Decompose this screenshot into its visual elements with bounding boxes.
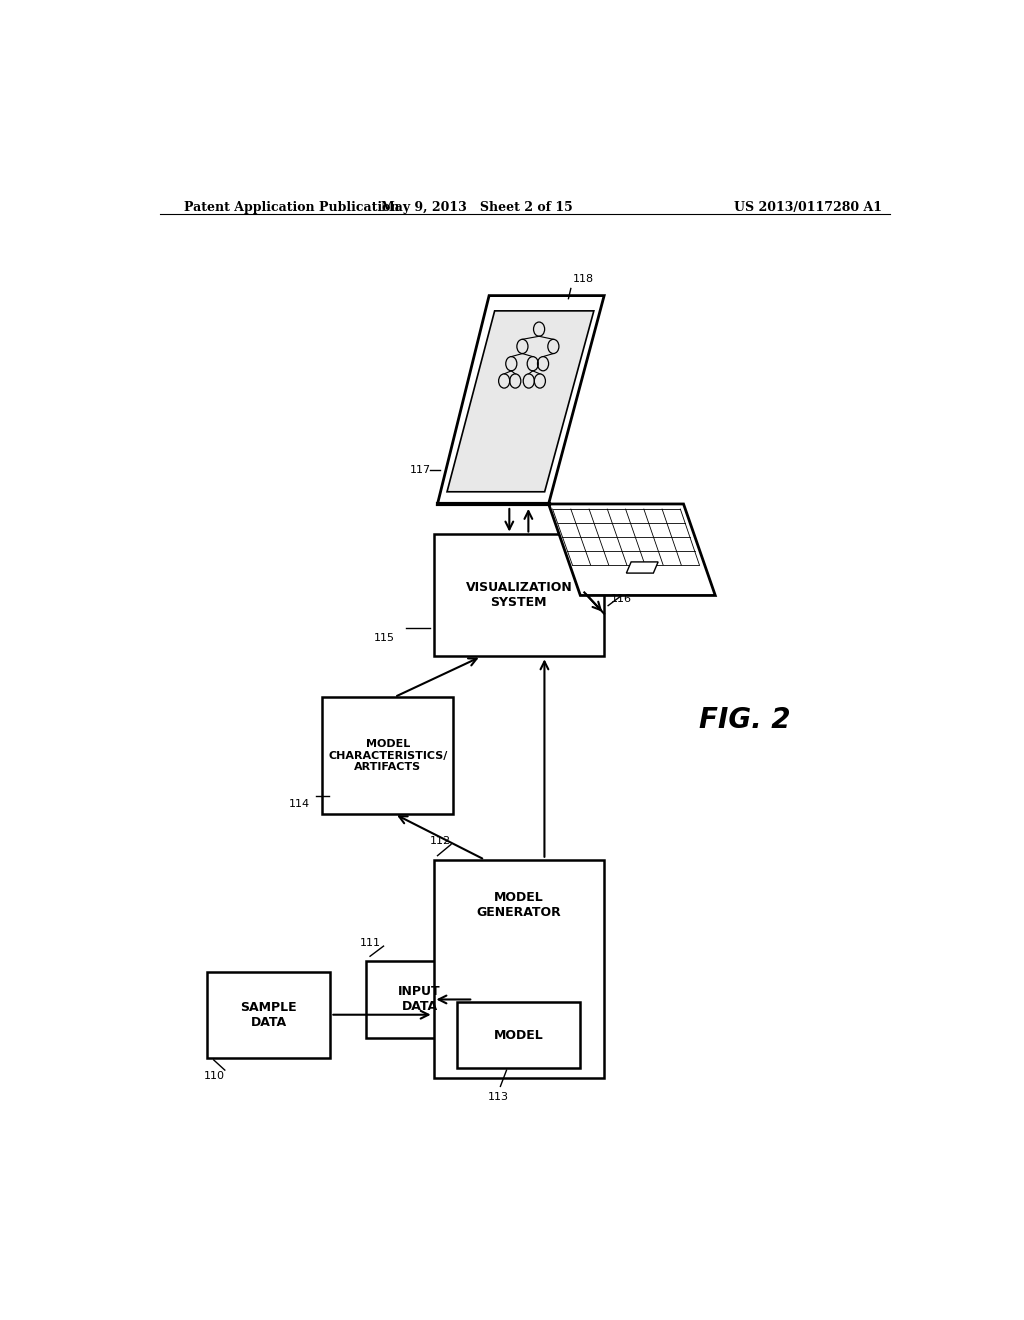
Bar: [367, 961, 473, 1038]
Text: 113: 113: [488, 1092, 509, 1101]
Text: 112: 112: [430, 837, 451, 846]
Text: VISUALIZATION
SYSTEM: VISUALIZATION SYSTEM: [466, 581, 572, 610]
Polygon shape: [437, 296, 604, 504]
Text: FIG. 2: FIG. 2: [699, 706, 791, 734]
Polygon shape: [447, 312, 594, 492]
Text: US 2013/0117280 A1: US 2013/0117280 A1: [734, 201, 882, 214]
Text: Patent Application Publication: Patent Application Publication: [183, 201, 399, 214]
Polygon shape: [549, 504, 715, 595]
Text: 111: 111: [359, 939, 381, 948]
Bar: [323, 697, 454, 814]
Text: MODEL
CHARACTERISTICS/
ARTIFACTS: MODEL CHARACTERISTICS/ ARTIFACTS: [329, 739, 447, 772]
Bar: [458, 1002, 581, 1068]
Bar: [207, 972, 331, 1057]
Text: 118: 118: [572, 275, 594, 284]
Text: 115: 115: [374, 634, 395, 643]
Polygon shape: [627, 562, 658, 573]
Text: INPUT
DATA: INPUT DATA: [398, 986, 441, 1014]
Text: MODEL
GENERATOR: MODEL GENERATOR: [476, 891, 561, 920]
Text: 116: 116: [610, 594, 632, 603]
Text: SAMPLE
DATA: SAMPLE DATA: [241, 1001, 297, 1028]
Text: May 9, 2013   Sheet 2 of 15: May 9, 2013 Sheet 2 of 15: [381, 201, 573, 214]
Text: 114: 114: [289, 799, 310, 809]
Bar: [433, 535, 604, 656]
Text: 110: 110: [204, 1072, 224, 1081]
Text: 117: 117: [410, 466, 431, 475]
Text: MODEL: MODEL: [494, 1028, 544, 1041]
Bar: [433, 859, 604, 1078]
